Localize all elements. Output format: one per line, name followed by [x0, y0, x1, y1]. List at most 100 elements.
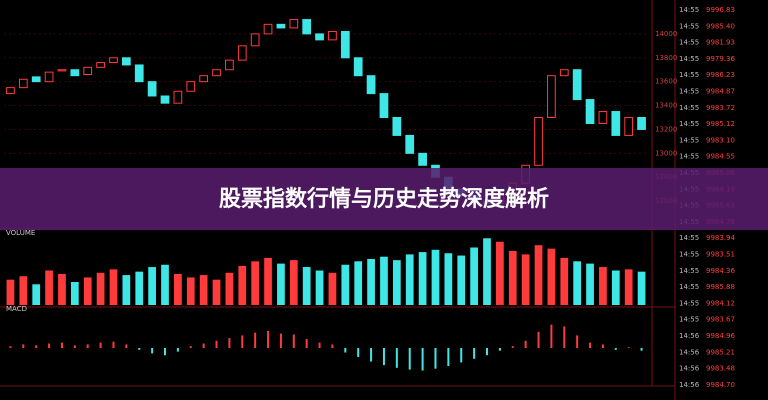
- bar: [277, 263, 285, 305]
- candle: [353, 57, 363, 77]
- candle: [340, 31, 350, 59]
- bar: [189, 346, 192, 348]
- bar: [470, 247, 478, 305]
- bar: [174, 273, 182, 305]
- bar: [534, 245, 543, 305]
- candle: [147, 81, 157, 97]
- quote-price: 9984.87: [706, 88, 735, 96]
- quote-time: 14:56: [679, 365, 700, 373]
- bar: [344, 348, 347, 353]
- bar: [367, 259, 375, 305]
- bar: [357, 348, 360, 357]
- bar: [176, 348, 179, 352]
- quote-price: 9983.10: [706, 136, 735, 144]
- bar: [279, 333, 282, 348]
- candle: [379, 93, 389, 119]
- bar: [199, 275, 208, 305]
- bar: [148, 267, 156, 305]
- bar: [138, 348, 141, 350]
- candle: [392, 117, 402, 136]
- quote-time: 14:55: [679, 104, 699, 112]
- bar: [576, 335, 579, 348]
- quote-price: 9985.12: [706, 120, 735, 128]
- bar: [96, 272, 105, 305]
- bar: [392, 260, 401, 305]
- bar: [524, 340, 527, 348]
- bar: [473, 348, 476, 359]
- quote-price: 9984.70: [706, 381, 735, 389]
- y-tick-label: 14000: [655, 30, 677, 38]
- candle: [83, 66, 93, 76]
- quote-time: 14:55: [679, 251, 699, 259]
- bar: [418, 252, 427, 305]
- bar: [305, 339, 308, 348]
- bar: [601, 344, 604, 348]
- candle: [302, 19, 312, 35]
- bar: [6, 279, 15, 305]
- bar: [382, 348, 385, 366]
- quote-time: 14:55: [679, 39, 699, 47]
- quote-price: 9984.12: [706, 299, 735, 307]
- quote-price: 9981.93: [706, 39, 735, 47]
- bar: [444, 253, 453, 305]
- candle: [611, 111, 621, 136]
- bar: [421, 348, 424, 371]
- quote-price: 9984.96: [706, 332, 735, 340]
- candle: [70, 69, 80, 77]
- bar: [395, 348, 398, 368]
- bar: [328, 272, 337, 305]
- bar: [202, 343, 205, 348]
- quote-time: 14:55: [679, 71, 699, 79]
- bar: [151, 348, 154, 354]
- bar: [254, 332, 257, 348]
- candle: [263, 23, 273, 35]
- bar: [370, 348, 373, 362]
- candle: [31, 76, 41, 83]
- bar: [32, 284, 41, 305]
- bar: [354, 261, 363, 305]
- bar: [496, 241, 504, 305]
- bar: [238, 265, 247, 305]
- bar: [318, 342, 321, 348]
- bar: [70, 282, 79, 305]
- bar: [125, 344, 128, 348]
- bar: [9, 346, 12, 348]
- quote-price: 9984.55: [706, 153, 735, 161]
- bar: [498, 348, 501, 351]
- panel-label: MACD: [6, 305, 27, 313]
- bar: [264, 257, 272, 305]
- quote-time: 14:56: [679, 332, 700, 340]
- bar: [573, 261, 582, 305]
- bar: [434, 348, 437, 369]
- quote-time: 14:55: [679, 234, 699, 242]
- candle: [315, 33, 324, 41]
- quote-price: 9984.36: [706, 267, 735, 275]
- bar: [112, 341, 115, 348]
- candle: [199, 75, 209, 83]
- candle: [134, 64, 144, 83]
- bar: [186, 277, 195, 305]
- quote-time: 14:55: [679, 283, 699, 291]
- candle: [276, 23, 286, 29]
- candle: [547, 75, 556, 118]
- bar: [599, 267, 607, 305]
- bar: [215, 340, 218, 348]
- candle: [418, 152, 427, 166]
- candle: [96, 62, 105, 68]
- bar: [614, 348, 617, 350]
- quote-price: 9985.21: [706, 348, 735, 356]
- quote-price: 9979.36: [706, 55, 735, 63]
- bar: [73, 345, 76, 348]
- bar: [45, 270, 53, 305]
- quote-time: 14:55: [679, 88, 699, 96]
- bar: [637, 271, 646, 305]
- quote-price: 9986.23: [706, 71, 735, 79]
- bar: [431, 249, 440, 305]
- bar: [161, 264, 169, 305]
- quote-time: 14:56: [679, 348, 700, 356]
- bar: [225, 272, 234, 305]
- y-tick-label: 13400: [655, 102, 677, 110]
- bar: [611, 270, 620, 305]
- bar: [99, 342, 102, 348]
